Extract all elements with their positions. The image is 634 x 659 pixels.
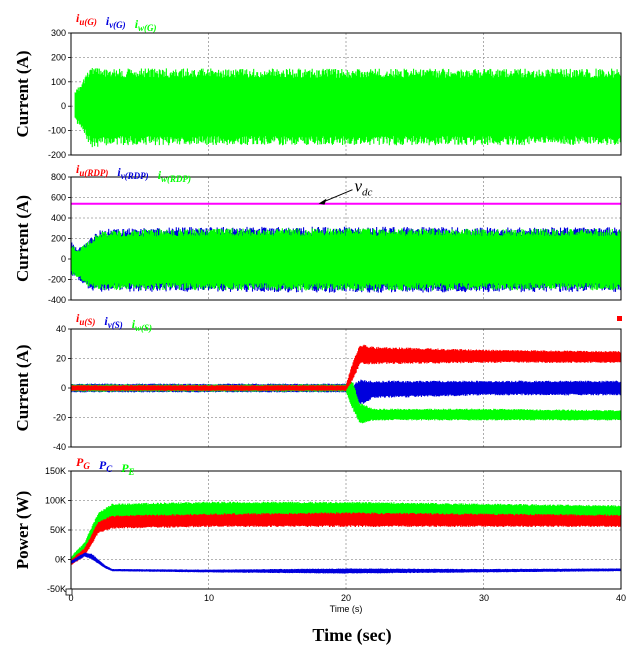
legend-item: P: [121, 461, 129, 475]
legend-subscript: u(RDP): [79, 168, 108, 178]
y-tick-label: 0: [61, 383, 66, 393]
x-tick-label: 20: [341, 593, 351, 603]
series-envelope: [71, 228, 621, 291]
series-envelope: [71, 379, 621, 405]
series-group: [71, 202, 621, 293]
legend-subscript: w(S): [135, 323, 152, 333]
y-tick-label: 200: [51, 52, 66, 62]
legend-item: P: [76, 455, 84, 469]
y-tick-label: -100: [48, 126, 66, 136]
legend-subscript: u(G): [79, 17, 97, 27]
y-tick-label: -400: [48, 295, 66, 305]
y-axis-label: Power (W): [13, 491, 32, 570]
y-axis-label: Current (A): [13, 50, 32, 137]
x-tick-label: 40: [616, 593, 626, 603]
series-group: [71, 501, 621, 574]
legend-item: i: [158, 168, 162, 182]
y-tick-label: 600: [51, 193, 66, 203]
y-tick-label: 300: [51, 28, 66, 38]
legend-item: i: [76, 311, 80, 325]
x-tick-label: 10: [204, 593, 214, 603]
y-tick-label: 200: [51, 234, 66, 244]
y-tick-label: 400: [51, 213, 66, 223]
legend-item: i: [76, 162, 80, 176]
y-tick-label: -200: [48, 150, 66, 160]
legend-item: i: [106, 14, 110, 28]
legend-item: i: [135, 17, 139, 31]
annotation-arrow: [321, 189, 353, 204]
legend-item: i: [132, 317, 136, 331]
x-axis-label: Time (sec): [312, 625, 391, 646]
y-tick-label: 0: [61, 101, 66, 111]
legend-subscript: G: [83, 461, 90, 471]
y-tick-label: -200: [48, 275, 66, 285]
y-tick-label: 0: [61, 254, 66, 264]
y-tick-label: 150K: [45, 466, 66, 476]
y-tick-label: -40: [53, 442, 66, 452]
y-tick-label: 50K: [50, 525, 66, 535]
series-envelope: [71, 344, 621, 391]
legend-subscript: v(RDP): [121, 171, 149, 181]
y-axis-label: Current (A): [13, 195, 32, 282]
legend-subscript: v(S): [108, 320, 123, 330]
series-group: [71, 344, 621, 424]
annotation-vdc: vdc: [355, 177, 373, 199]
legend-subscript: C: [106, 464, 113, 474]
legend-subscript: u(S): [79, 317, 95, 327]
y-tick-label: 40: [56, 324, 66, 334]
legend: iu(RDP) iv(RDP) iw(RDP): [76, 162, 191, 184]
series-envelope: [74, 68, 621, 148]
plot-frame: [70, 32, 622, 156]
legend: iu(S) iv(S) iw(S): [76, 311, 152, 333]
legend: PG PC PE: [76, 455, 135, 477]
legend-item: i: [76, 11, 80, 25]
legend-subscript: E: [128, 467, 135, 477]
legend-item: P: [99, 458, 107, 472]
series-envelope: [71, 552, 621, 574]
annotation-arrowhead: [318, 198, 327, 205]
x-tick-label: 0: [68, 593, 73, 603]
y-tick-label: -20: [53, 413, 66, 423]
series-envelope: [71, 501, 621, 563]
y-tick-label: 100K: [45, 496, 66, 506]
legend-item: i: [117, 165, 121, 179]
x-axis-ticks: 0 10 20 30 40: [68, 593, 626, 603]
y-tick-label: 800: [51, 172, 66, 182]
legend-subscript: w(RDP): [161, 174, 191, 184]
legend-subscript: w(G): [138, 23, 157, 33]
x-axis-small-label: Time (s): [330, 604, 363, 614]
corner-marker: [617, 316, 622, 321]
legend-subscript: v(G): [109, 20, 126, 30]
legend: iu(G) iv(G) iw(G): [76, 11, 157, 33]
y-axis-label: Current (A): [13, 344, 32, 431]
legend-item: i: [104, 314, 108, 328]
y-tick-label: -50K: [47, 584, 66, 594]
series-envelope: [71, 512, 621, 566]
y-tick-label: 0K: [55, 555, 66, 565]
scrollbar-marker: [65, 588, 73, 596]
y-tick-label: 100: [51, 77, 66, 87]
series-group: [74, 68, 621, 148]
y-tick-label: 20: [56, 354, 66, 364]
x-tick-label: 30: [479, 593, 489, 603]
